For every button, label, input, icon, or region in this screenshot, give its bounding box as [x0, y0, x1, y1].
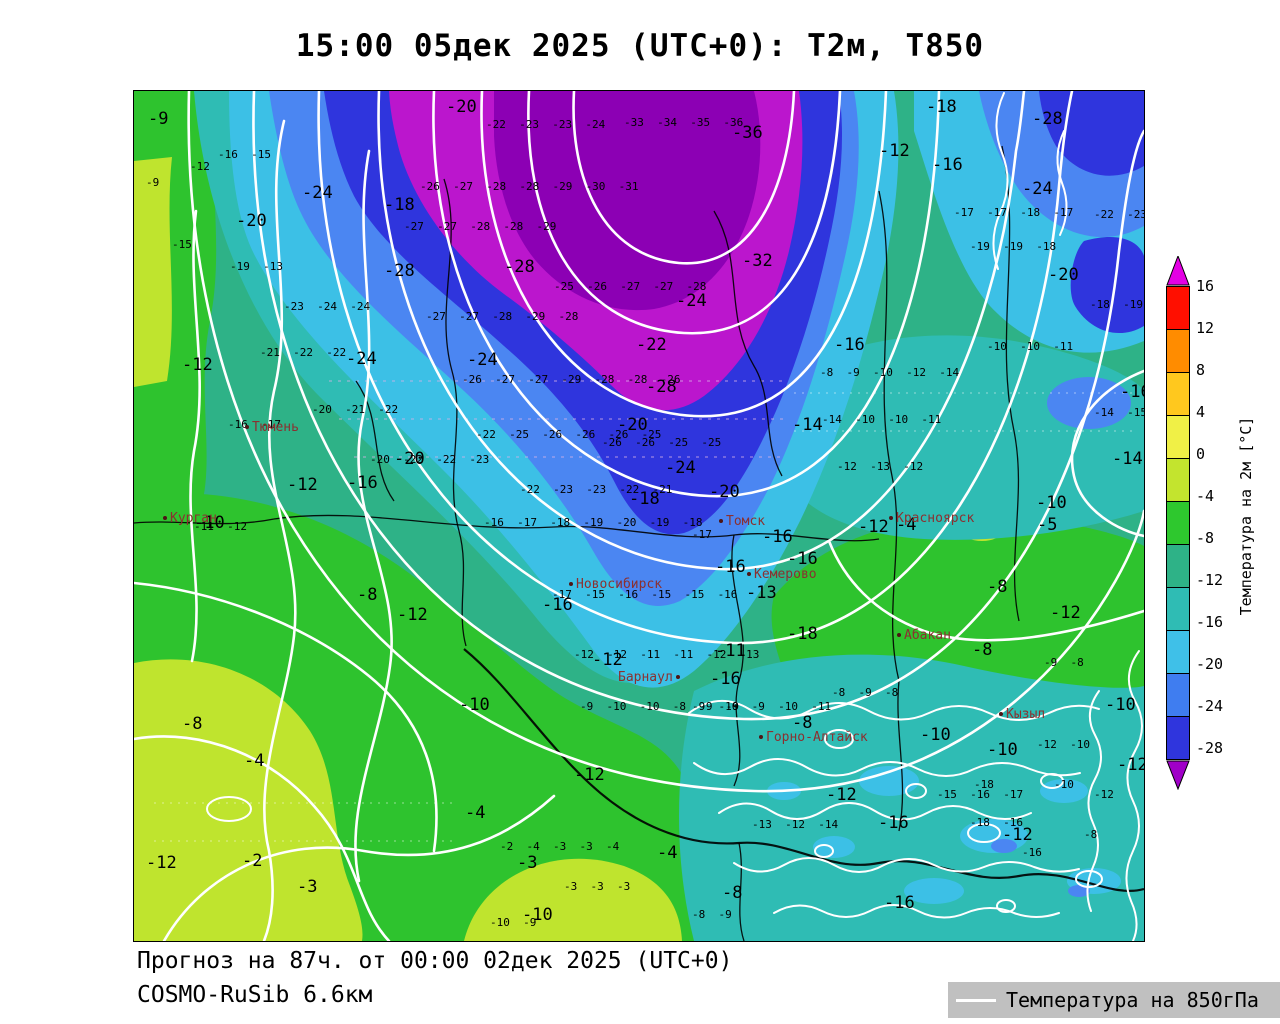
- colorbar-segment: [1167, 502, 1189, 545]
- colorbar-tick: -8: [1196, 529, 1215, 547]
- colorbar-tick: -12: [1196, 571, 1224, 589]
- temperature-field-map: [134, 91, 1144, 941]
- colorbar-segment: [1167, 373, 1189, 416]
- colorbar-segment: [1167, 588, 1189, 631]
- colorbar-tick: 16: [1196, 277, 1215, 295]
- colorbar-tick: 12: [1196, 319, 1215, 337]
- colorbar-arrow-up: [1166, 256, 1190, 286]
- colorbar-tick: 0: [1196, 445, 1206, 463]
- colorbar-ticks: 16 12 8 4 0 -4 -8 -12 -16 -20 -24 -28: [1196, 278, 1242, 757]
- model-info: COSMO-RuSib 6.6км: [137, 982, 373, 1008]
- legend-label: Температура на 850гПа: [1006, 988, 1259, 1012]
- colorbar-segments: [1166, 286, 1190, 760]
- colorbar-segment: [1167, 631, 1189, 674]
- colorbar-tick: 8: [1196, 361, 1206, 379]
- colorbar-segment: [1167, 545, 1189, 588]
- page-title: 15:00 05дек 2025 (UTC+0): Т2м, Т850: [295, 28, 985, 64]
- colorbar-tick: -16: [1196, 613, 1224, 631]
- colorbar-segment: [1167, 674, 1189, 717]
- t850-legend: Температура на 850гПа: [948, 982, 1280, 1018]
- colorbar-arrow-down: [1166, 760, 1190, 790]
- colorbar: [1166, 256, 1190, 790]
- colorbar-segment: [1167, 416, 1189, 459]
- forecast-info: Прогноз на 87ч. от 00:00 02дек 2025 (UTC…: [137, 948, 733, 974]
- colorbar-segment: [1167, 330, 1189, 373]
- colorbar-segment: [1167, 459, 1189, 502]
- colorbar-tick: -20: [1196, 655, 1224, 673]
- map-area: -20 -36 -18 -28 -12 -16 -24 -24 -18 -20 -28 -28 -32-…: [133, 90, 1145, 942]
- colorbar-segment: [1167, 717, 1189, 759]
- colorbar-tick: -24: [1196, 697, 1224, 715]
- isoline-sample-icon: [956, 998, 996, 1002]
- colorbar-tick: -28: [1196, 739, 1224, 757]
- colorbar-tick: 4: [1196, 403, 1206, 421]
- colorbar-tick: -4: [1196, 487, 1215, 505]
- colorbar-axis-label: Температура на 2м [°C]: [1237, 416, 1255, 616]
- colorbar-segment: [1167, 287, 1189, 330]
